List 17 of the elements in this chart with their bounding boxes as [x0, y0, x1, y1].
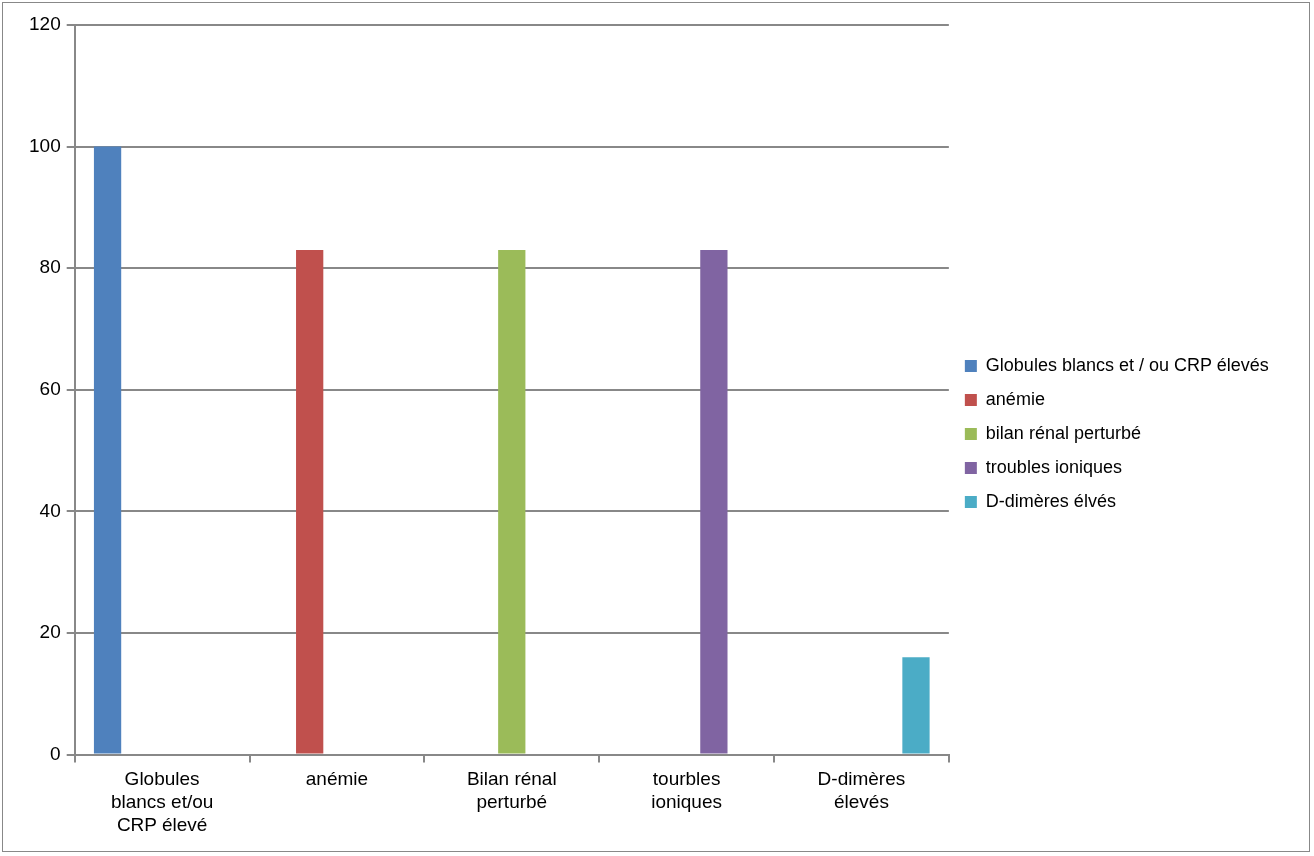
y-tick-label: 100: [29, 134, 61, 156]
x-tick-label: anémie: [305, 768, 369, 790]
x-tick-label: Bilan rénal perturbé: [466, 768, 557, 813]
y-tick-label: 20: [39, 621, 61, 643]
y-tick-label: 60: [39, 378, 61, 400]
legend-label: Globules blancs et / ou CRP élevés: [985, 354, 1269, 375]
y-tick-label: 40: [39, 499, 61, 521]
legend-label: troubles ioniques: [985, 456, 1122, 477]
y-tick-label: 80: [39, 256, 61, 278]
legend-label: D-dimères élvés: [985, 490, 1116, 511]
x-tick-label: Globules blancs et/ou CRP élevé: [110, 768, 214, 835]
legend-label: bilan rénal perturbé: [985, 422, 1141, 443]
x-tick-label: D-dimères élevés: [817, 768, 906, 813]
legend-label: anémie: [985, 388, 1045, 409]
y-tick-label: 0: [50, 742, 61, 764]
x-tick-label: tourbles ioniques: [651, 768, 722, 813]
y-tick-label: 120: [29, 13, 61, 35]
